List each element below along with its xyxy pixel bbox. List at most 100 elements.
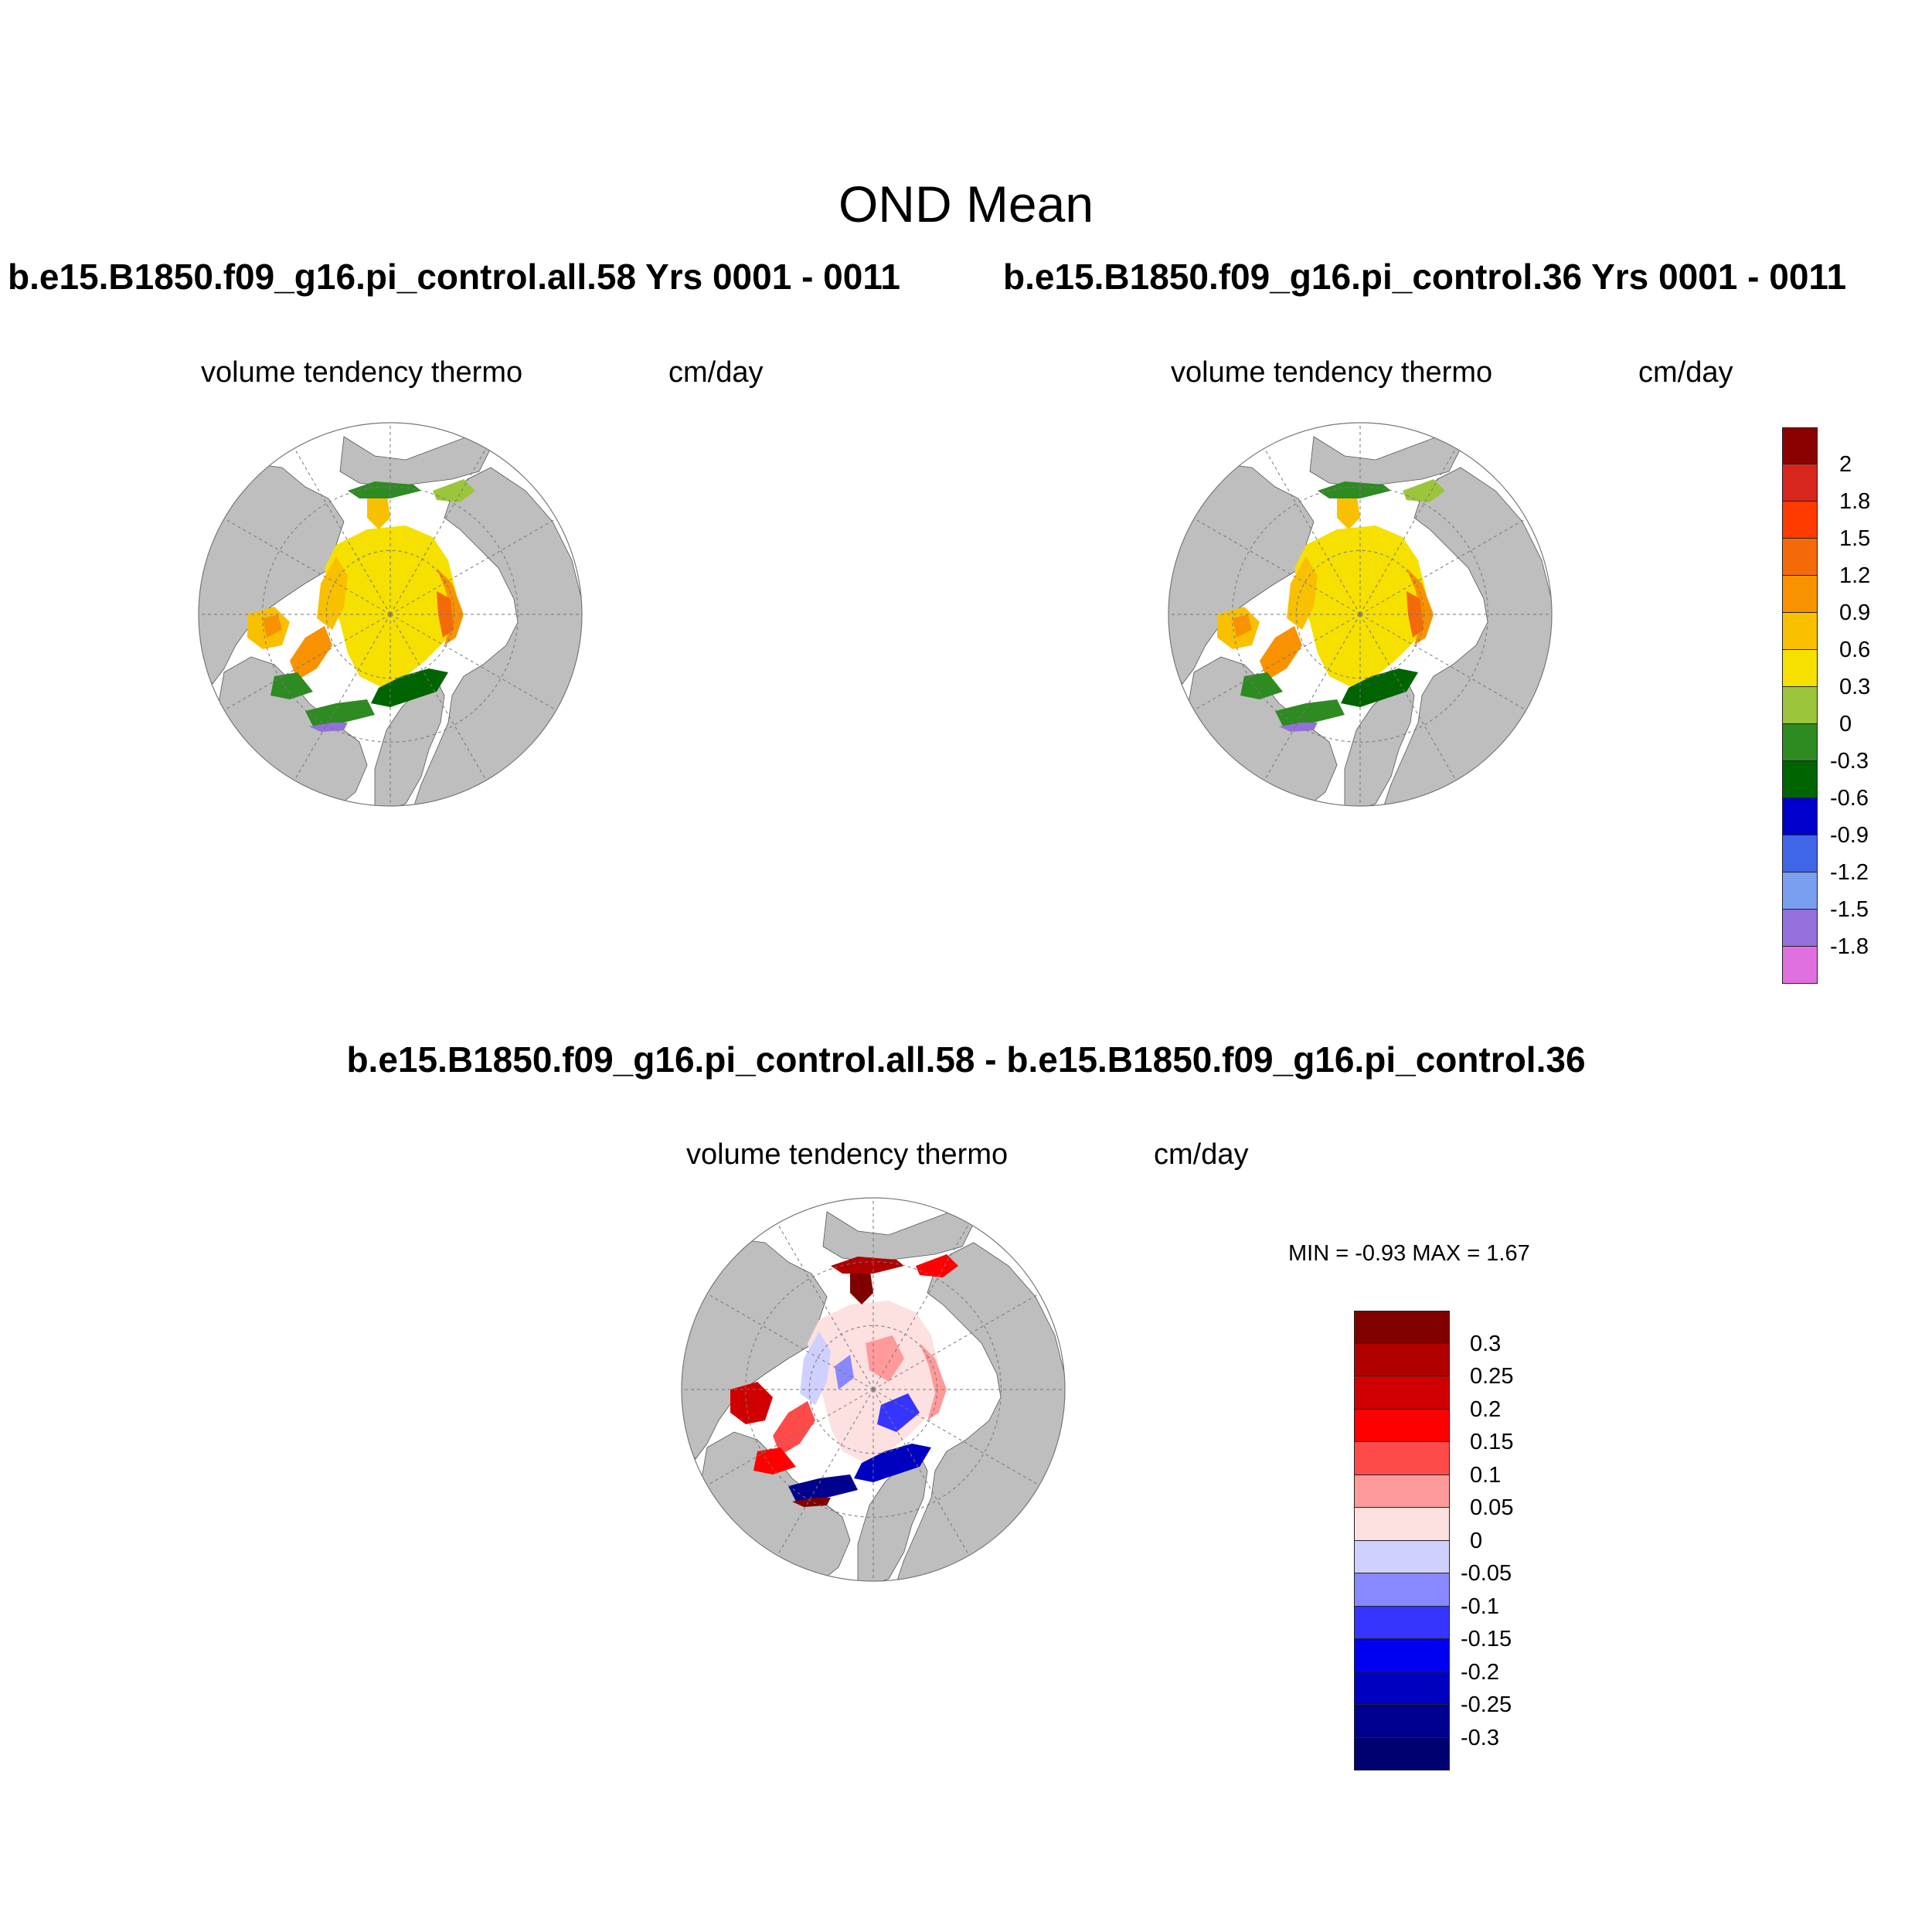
meridian-line xyxy=(777,1223,874,1390)
meridian-line xyxy=(1193,614,1361,711)
sea-ice-field xyxy=(1275,699,1345,726)
polar-map-case1 xyxy=(198,422,583,807)
units-label-case1: cm/day xyxy=(668,356,764,389)
panel-title-case1: b.e15.B1850.f09_g16.pi_control.all.58 Yr… xyxy=(8,257,900,297)
colorbar-tick-label: -1.8 xyxy=(1830,934,1869,959)
meridian-line xyxy=(1359,614,1457,781)
colorbar-tick-label: 0.3 xyxy=(1839,675,1871,699)
colorbar-swatch xyxy=(1354,1573,1450,1607)
land-mass xyxy=(339,436,492,488)
land-mass xyxy=(413,467,582,806)
sea-ice-field xyxy=(877,1393,920,1432)
polar-map-diff xyxy=(681,1197,1066,1582)
latitude-circle xyxy=(262,486,519,743)
colorbar-swatch xyxy=(1782,761,1818,798)
sea-ice-field xyxy=(730,1382,773,1424)
sea-ice-field xyxy=(1406,591,1423,638)
min-max-stats: MIN = -0.93 MAX = 1.67 xyxy=(1288,1241,1530,1266)
sea-ice-field xyxy=(1318,481,1391,498)
map-boundary xyxy=(1168,422,1553,807)
meridian-line xyxy=(706,1389,874,1486)
panel-title-case2: b.e15.B1850.f09_g16.pi_control.36 Yrs 00… xyxy=(1003,257,1847,297)
page-title: OND Mean xyxy=(838,175,1094,233)
colorbar-tick-label: -0.3 xyxy=(1461,1725,1499,1750)
variable-label-case1: volume tendency thermo xyxy=(201,356,523,389)
map-boundary xyxy=(681,1197,1066,1582)
sea-ice-field xyxy=(866,1335,904,1382)
colorbar-tick-label: 0.1 xyxy=(1470,1462,1502,1488)
meridian-line xyxy=(706,1293,874,1390)
meridian-line xyxy=(294,447,391,615)
colorbar-tick-label: 1.5 xyxy=(1839,526,1871,551)
sea-ice-field xyxy=(788,1475,858,1502)
panel-title-diff: b.e15.B1850.f09_g16.pi_control.all.58 - … xyxy=(346,1039,1586,1080)
sea-ice-field xyxy=(1279,723,1318,732)
colorbar-tick-label: -0.25 xyxy=(1461,1692,1512,1717)
latitude-circle xyxy=(745,1261,1002,1518)
land-mass xyxy=(1309,436,1461,488)
graticule xyxy=(199,423,582,806)
colorbar-tick-label: 0 xyxy=(1470,1528,1483,1553)
colorbar-tick-label: 1.8 xyxy=(1839,489,1871,514)
colorbar-tick-label: 0.25 xyxy=(1470,1364,1514,1389)
colorbar-swatch xyxy=(1354,1672,1450,1705)
meridian-line xyxy=(1264,614,1361,781)
sea-ice-field xyxy=(290,626,332,680)
colorbar-swatch xyxy=(1354,1475,1450,1508)
variable-label-diff: volume tendency thermo xyxy=(686,1138,1009,1171)
meridian-line xyxy=(1359,614,1527,711)
sea-ice-field xyxy=(753,1447,796,1475)
colorbar-tick-label: 2 xyxy=(1839,452,1852,477)
meridian-line xyxy=(389,447,487,615)
meridian-line xyxy=(777,1389,874,1556)
colorbar-swatch xyxy=(1354,1442,1450,1475)
sea-ice-field xyxy=(831,1257,904,1274)
colorbar-tick-label: -0.05 xyxy=(1461,1561,1512,1586)
sea-ice-field xyxy=(270,672,313,699)
colorbar-tick-label: 0.9 xyxy=(1839,600,1871,625)
meridian-line xyxy=(223,614,391,711)
colorbar-swatch xyxy=(1782,613,1818,650)
sea-ice-field xyxy=(808,1301,943,1463)
colorbar-swatch xyxy=(1354,1409,1450,1442)
colorbar-tick-label: 1.2 xyxy=(1839,563,1871,588)
graticule xyxy=(1168,423,1552,806)
colorbar-tick-label: 0.05 xyxy=(1470,1495,1514,1520)
colorbar-swatch xyxy=(1782,798,1818,835)
colorbar-swatch xyxy=(1782,427,1818,464)
colorbar-tick-label: -1.5 xyxy=(1830,897,1869,922)
meridian-line xyxy=(294,614,391,781)
sea-ice-field xyxy=(437,591,454,638)
map-boundary xyxy=(198,422,583,807)
sea-ice-field xyxy=(1294,526,1430,688)
meridian-line xyxy=(872,1223,970,1390)
colorbar-swatch xyxy=(1782,650,1818,687)
land-mass xyxy=(822,1211,975,1263)
colorbar-swatch xyxy=(1354,1705,1450,1738)
latitude-circle xyxy=(1232,486,1488,743)
meridian-line xyxy=(1264,447,1361,615)
colorbar-tick-label: -0.3 xyxy=(1830,749,1869,774)
meridian-line xyxy=(389,614,487,781)
meridian-line xyxy=(1359,447,1457,615)
colorbar-tick-label: -0.9 xyxy=(1830,823,1869,848)
meridian-line xyxy=(872,1389,1040,1486)
colorbar-swatch xyxy=(1354,1508,1450,1541)
colorbar-swatch xyxy=(1782,910,1818,947)
meridian-line xyxy=(223,518,391,615)
sea-ice-field xyxy=(792,1498,831,1507)
meridian-line xyxy=(872,1293,1040,1390)
colorbar-swatch xyxy=(1782,947,1818,984)
colorbar-swatch xyxy=(1782,687,1818,724)
colorbar-swatch xyxy=(1782,576,1818,613)
colorbar-tick-label: 0.3 xyxy=(1470,1331,1502,1356)
meridian-line xyxy=(872,1389,970,1556)
units-label-diff: cm/day xyxy=(1154,1138,1249,1171)
colorbar-tick-label: 0.15 xyxy=(1470,1430,1514,1454)
sea-ice-field xyxy=(305,699,375,726)
colorbar-tick-label: 0.2 xyxy=(1470,1396,1502,1422)
colorbar-tick-label: -0.2 xyxy=(1461,1659,1499,1685)
colorbar-swatch xyxy=(1782,539,1818,576)
sea-ice-field xyxy=(348,481,421,498)
meridian-line xyxy=(389,614,557,711)
